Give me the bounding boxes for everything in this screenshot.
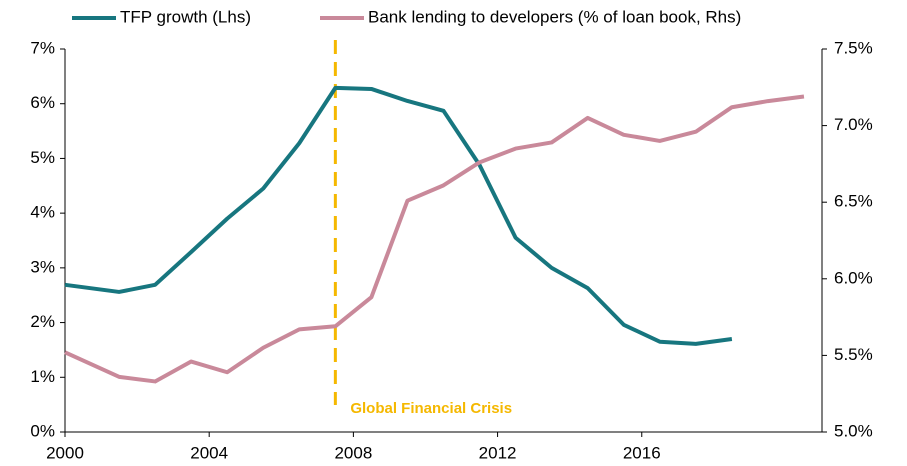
y2-tick-label: 7.5% [834, 38, 873, 57]
x-tick-label: 2004 [190, 443, 228, 462]
y-tick-label: 4% [30, 203, 55, 222]
x-tick-label: 2012 [479, 443, 517, 462]
y2-tick-label: 5.0% [834, 421, 873, 440]
y2-tick-label: 6.5% [834, 192, 873, 211]
y2-tick-label: 7.0% [834, 115, 873, 134]
legend-label: TFP growth (Lhs) [120, 7, 251, 26]
y-tick-label: 0% [30, 421, 55, 440]
annotation-label: Global Financial Crisis [350, 400, 512, 417]
y-tick-label: 5% [30, 148, 55, 167]
legend-label: Bank lending to developers (% of loan bo… [368, 7, 741, 26]
y-tick-label: 1% [30, 367, 55, 386]
x-tick-label: 2000 [46, 443, 84, 462]
y-tick-label: 6% [30, 93, 55, 112]
y2-tick-label: 5.5% [834, 345, 873, 364]
x-tick-label: 2016 [623, 443, 661, 462]
y2-tick-label: 6.0% [834, 268, 873, 287]
y-tick-label: 2% [30, 312, 55, 331]
y-tick-label: 7% [30, 38, 55, 57]
y-tick-label: 3% [30, 257, 55, 276]
series-line [64, 85, 733, 346]
series-line [64, 94, 805, 384]
x-tick-label: 2008 [334, 443, 372, 462]
